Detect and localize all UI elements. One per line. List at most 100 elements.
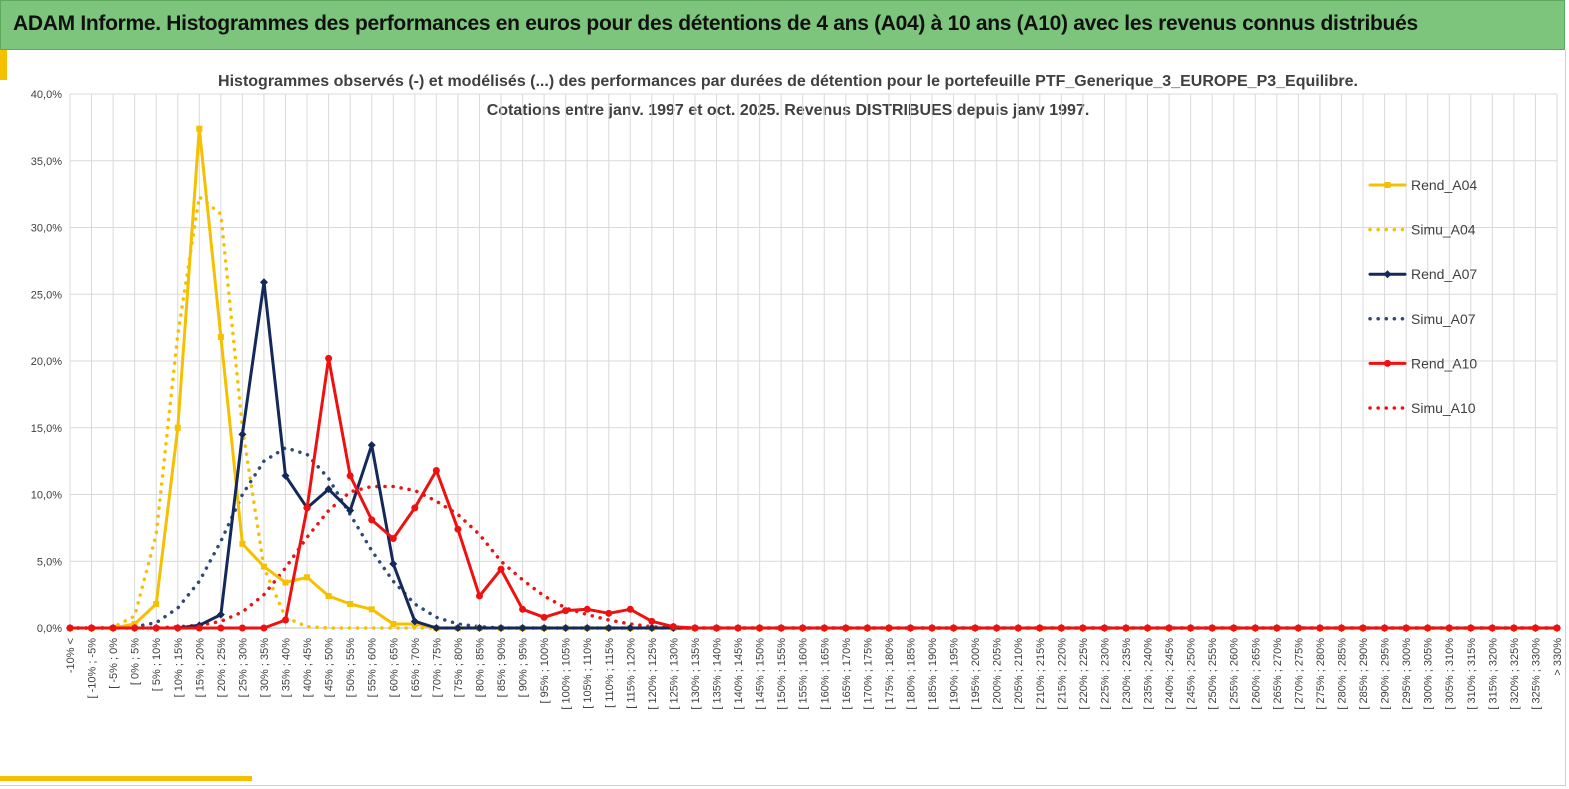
point-Rend_A10 <box>1510 624 1518 632</box>
y-tick-label: 5,0% <box>37 556 62 568</box>
x-tick-label: [ 250% ; 255% <box>1207 638 1219 710</box>
point-Rend_A10 <box>993 624 1001 632</box>
point-Rend_A10 <box>1381 624 1389 632</box>
x-tick-label: [ 225% ; 230% <box>1099 638 1111 710</box>
point-Rend_A10 <box>691 624 699 632</box>
point-Rend_A10 <box>626 605 634 613</box>
point-Rend_A10 <box>303 504 311 512</box>
x-tick-label: [ 50% ; 55% <box>345 638 357 698</box>
point-Rend_A10 <box>1316 624 1324 632</box>
point-Rend_A07 <box>518 624 527 632</box>
x-tick-label: [ 235% ; 240% <box>1143 638 1155 710</box>
y-tick-label: 10,0% <box>31 490 62 502</box>
legend-label-Rend_A04: Rend_A04 <box>1411 177 1477 193</box>
point-Rend_A10 <box>950 624 958 632</box>
y-tick-label: 20,0% <box>31 356 62 368</box>
x-tick-label: [ 75% ; 80% <box>453 638 465 698</box>
point-Rend_A10 <box>799 624 807 632</box>
point-Rend_A04 <box>325 592 332 599</box>
point-Rend_A04 <box>131 620 138 627</box>
point-Rend_A10 <box>756 624 764 632</box>
x-tick-label: [ 300% ; 305% <box>1423 638 1435 710</box>
x-tick-label: [ 105% ; 110% <box>582 638 594 709</box>
point-Rend_A10 <box>734 624 742 632</box>
point-Rend_A10 <box>1445 624 1453 632</box>
x-tick-label: [ 220% ; 225% <box>1078 638 1090 710</box>
chart-title-line-1: Histogrammes observés (-) et modélisés (… <box>218 73 1358 90</box>
x-tick-label: [ 30% ; 35% <box>259 638 271 698</box>
x-tick-label: [ 230% ; 235% <box>1121 638 1133 710</box>
x-tick-label: [ 240% ; 245% <box>1164 638 1176 710</box>
x-tick-label: [ 65% ; 70% <box>410 638 422 698</box>
point-Rend_A07 <box>497 624 506 632</box>
point-Rend_A10 <box>1014 624 1022 632</box>
x-tick-label: [ 45% ; 50% <box>324 638 336 698</box>
y-tick-label: 25,0% <box>31 289 62 301</box>
y-tick-label: 0,0% <box>37 623 62 635</box>
x-tick-label: [ 110% ; 115% <box>604 638 616 708</box>
x-tick-label: [ 40% ; 45% <box>302 638 314 698</box>
point-Rend_A10 <box>906 624 914 632</box>
point-Rend_A04 <box>368 606 375 613</box>
point-Rend_A10 <box>1208 624 1216 632</box>
point-Rend_A10 <box>583 605 591 613</box>
point-Rend_A10 <box>1488 624 1496 632</box>
point-Rend_A10 <box>605 609 613 617</box>
x-tick-label: [ 160% ; 165% <box>819 638 831 710</box>
point-Rend_A10 <box>1144 624 1152 632</box>
x-tick-label: [ 245% ; 250% <box>1186 638 1198 710</box>
point-Rend_A10 <box>1294 624 1302 632</box>
point-Rend_A07 <box>346 506 355 515</box>
x-tick-label: [ 185% ; 190% <box>927 638 939 710</box>
x-tick-label: [ 215% ; 220% <box>1056 638 1068 710</box>
point-Rend_A04 <box>390 620 397 627</box>
point-Rend_A07 <box>216 610 225 619</box>
x-tick-label: -10% < <box>65 638 77 673</box>
point-Rend_A10 <box>325 354 333 362</box>
point-Rend_A07 <box>453 624 462 632</box>
x-tick-label: [ 295% ; 300% <box>1401 638 1413 710</box>
x-tick-label: [ 80% ; 85% <box>474 638 486 698</box>
point-Rend_A04 <box>304 574 311 581</box>
x-tick-label: [ 195% ; 200% <box>970 638 982 710</box>
point-Rend_A07 <box>389 559 398 568</box>
point-Rend_A10 <box>540 613 548 621</box>
point-Rend_A10 <box>1230 624 1238 632</box>
point-Rend_A04 <box>174 424 181 431</box>
x-tick-label: [ 0% ; 5% <box>130 638 142 685</box>
x-tick-label: [ 275% ; 280% <box>1315 638 1327 710</box>
x-tick-label: [ 285% ; 290% <box>1358 638 1370 710</box>
point-Rend_A07 <box>281 471 290 480</box>
point-Rend_A10 <box>1251 624 1259 632</box>
x-tick-label: [ 205% ; 210% <box>1013 638 1025 710</box>
point-Rend_A10 <box>519 605 527 613</box>
point-Rend_A10 <box>885 624 893 632</box>
point-Rend_A10 <box>1424 624 1432 632</box>
point-Rend_A10 <box>1402 624 1410 632</box>
point-Rend_A07 <box>367 441 376 450</box>
x-tick-label: [ 90% ; 95% <box>518 638 530 698</box>
y-tick-label: 15,0% <box>31 423 62 435</box>
point-Rend_A10 <box>1467 624 1475 632</box>
header-banner: ADAM Informe. Histogrammes des performan… <box>0 0 1565 50</box>
point-Rend_A10 <box>1036 624 1044 632</box>
x-tick-label: [ 130% ; 135% <box>690 638 702 710</box>
series-line-Rend_A10 <box>68 356 1559 630</box>
x-tick-label: [ -10% ; -5% <box>87 638 99 699</box>
x-tick-label: [ 150% ; 155% <box>776 638 788 710</box>
point-Rend_A10 <box>88 624 96 632</box>
x-tick-label: [ 95% ; 100% <box>539 638 551 704</box>
point-Rend_A07 <box>604 624 613 632</box>
point-Rend_A04 <box>153 600 160 607</box>
point-Rend_A10 <box>217 624 225 632</box>
series-line-Simu_A04 <box>68 195 1559 630</box>
point-Rend_A10 <box>475 592 483 600</box>
point-Rend_A10 <box>66 624 74 632</box>
legend-label-Simu_A04: Simu_A04 <box>1411 222 1476 238</box>
point-Rend_A10 <box>777 624 785 632</box>
x-tick-label: [ 15% ; 20% <box>194 638 206 698</box>
point-Rend_A10 <box>1359 624 1367 632</box>
x-tick-label: [ 315% ; 320% <box>1487 638 1499 710</box>
chart-title-line-2: Cotations entre janv. 1997 et oct. 2025.… <box>487 102 1090 119</box>
point-Rend_A04 <box>217 333 224 340</box>
